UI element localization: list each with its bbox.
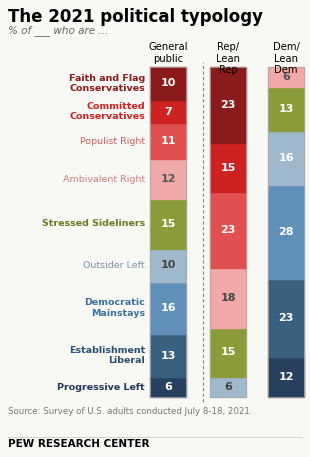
Bar xyxy=(150,67,186,397)
Text: Source: Survey of U.S. adults conducted July 8-18, 2021.: Source: Survey of U.S. adults conducted … xyxy=(8,407,253,416)
Bar xyxy=(268,279,304,356)
Text: Progressive Left: Progressive Left xyxy=(57,383,145,392)
Text: 23: 23 xyxy=(220,100,236,110)
Bar xyxy=(268,87,304,131)
Text: 6: 6 xyxy=(224,382,232,392)
Text: Committed
Conservatives: Committed Conservatives xyxy=(69,102,145,121)
Text: Establishment
Liberal: Establishment Liberal xyxy=(69,346,145,366)
Text: 6: 6 xyxy=(164,382,172,392)
Text: Faith and Flag
Conservatives: Faith and Flag Conservatives xyxy=(69,74,145,93)
Bar xyxy=(150,159,186,199)
Text: 23: 23 xyxy=(220,225,236,235)
Bar xyxy=(210,328,246,377)
Text: PEW RESEARCH CENTER: PEW RESEARCH CENTER xyxy=(8,439,149,449)
Bar xyxy=(150,100,186,123)
Text: 15: 15 xyxy=(160,219,176,229)
Text: 10: 10 xyxy=(160,79,176,89)
Bar xyxy=(210,268,246,328)
Text: 12: 12 xyxy=(278,372,294,382)
Text: 16: 16 xyxy=(278,153,294,163)
Text: Outsider Left: Outsider Left xyxy=(83,260,145,270)
Bar xyxy=(150,67,186,100)
Bar xyxy=(210,192,246,268)
Bar xyxy=(210,67,246,143)
Bar xyxy=(150,123,186,159)
Text: 6: 6 xyxy=(282,72,290,82)
Text: 28: 28 xyxy=(278,227,294,237)
Bar xyxy=(268,67,304,87)
Text: 15: 15 xyxy=(220,347,236,357)
Text: 16: 16 xyxy=(160,303,176,313)
Text: 13: 13 xyxy=(278,104,294,114)
Bar xyxy=(268,131,304,185)
Text: % of ___ who are ...: % of ___ who are ... xyxy=(8,25,108,36)
Text: 7: 7 xyxy=(164,106,172,117)
Bar xyxy=(210,377,246,397)
Text: 23: 23 xyxy=(278,313,294,323)
Bar xyxy=(150,249,186,282)
Bar xyxy=(268,185,304,279)
Text: General
public: General public xyxy=(148,42,188,64)
Text: 18: 18 xyxy=(220,293,236,303)
Text: Democratic
Mainstays: Democratic Mainstays xyxy=(84,298,145,318)
Text: The 2021 political typology: The 2021 political typology xyxy=(8,8,263,26)
Bar xyxy=(210,143,246,192)
Bar xyxy=(150,335,186,377)
Bar xyxy=(150,282,186,335)
Bar xyxy=(210,67,246,397)
Bar xyxy=(150,377,186,397)
Text: 11: 11 xyxy=(160,136,176,146)
Text: 12: 12 xyxy=(160,174,176,184)
Bar xyxy=(268,67,304,397)
Text: Ambivalent Right: Ambivalent Right xyxy=(63,175,145,184)
Text: Stressed Sideliners: Stressed Sideliners xyxy=(42,219,145,228)
Text: Rep/
Lean
Rep: Rep/ Lean Rep xyxy=(216,42,240,75)
Text: 10: 10 xyxy=(160,260,176,270)
Bar xyxy=(150,199,186,249)
Text: 15: 15 xyxy=(220,163,236,173)
Text: 13: 13 xyxy=(160,351,176,361)
Text: Populist Right: Populist Right xyxy=(80,137,145,146)
Text: Dem/
Lean
Dem: Dem/ Lean Dem xyxy=(272,42,299,75)
Bar xyxy=(268,356,304,397)
